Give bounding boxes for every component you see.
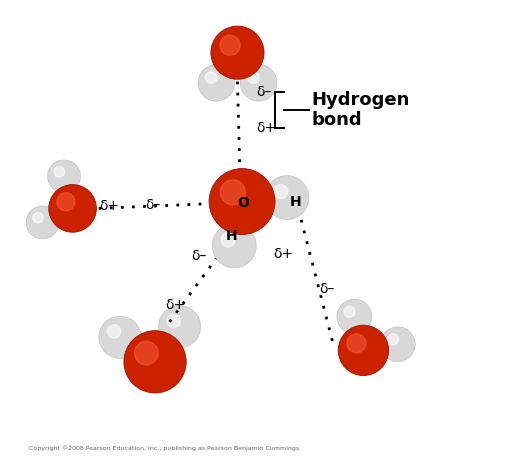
Circle shape bbox=[99, 316, 141, 358]
Circle shape bbox=[48, 160, 81, 193]
Text: δ+: δ+ bbox=[99, 199, 119, 213]
Circle shape bbox=[212, 224, 256, 268]
Text: δ–: δ– bbox=[319, 282, 335, 295]
Circle shape bbox=[338, 325, 388, 376]
Text: Hydrogen
bond: Hydrogen bond bbox=[311, 91, 410, 129]
Text: H: H bbox=[289, 195, 301, 209]
Circle shape bbox=[124, 331, 186, 393]
Circle shape bbox=[247, 72, 259, 83]
Circle shape bbox=[221, 233, 235, 247]
Circle shape bbox=[220, 180, 245, 205]
Text: δ+: δ+ bbox=[166, 298, 186, 311]
Circle shape bbox=[107, 325, 121, 338]
Circle shape bbox=[57, 193, 75, 211]
Circle shape bbox=[347, 334, 366, 353]
Text: δ+: δ+ bbox=[256, 121, 276, 135]
Circle shape bbox=[54, 167, 65, 177]
Circle shape bbox=[220, 35, 240, 55]
Text: δ–: δ– bbox=[145, 198, 160, 212]
Circle shape bbox=[211, 26, 264, 79]
Text: δ–: δ– bbox=[191, 250, 206, 263]
Text: Copyright ©2008 Pearson Education, Inc., publishing as Pearson Benjamin Cummings: Copyright ©2008 Pearson Education, Inc.,… bbox=[29, 446, 301, 451]
Text: H: H bbox=[226, 229, 238, 243]
Circle shape bbox=[387, 334, 399, 345]
Text: O: O bbox=[237, 196, 249, 210]
Text: δ–: δ– bbox=[256, 85, 271, 98]
Circle shape bbox=[26, 206, 59, 239]
Circle shape bbox=[49, 185, 96, 232]
Circle shape bbox=[337, 299, 372, 334]
Circle shape bbox=[198, 65, 235, 101]
Circle shape bbox=[274, 185, 288, 198]
Circle shape bbox=[209, 169, 275, 234]
Circle shape bbox=[265, 175, 309, 219]
Circle shape bbox=[344, 306, 355, 317]
Circle shape bbox=[240, 65, 277, 101]
Circle shape bbox=[134, 341, 158, 365]
Circle shape bbox=[159, 305, 201, 348]
Circle shape bbox=[380, 327, 415, 362]
Text: δ+: δ+ bbox=[273, 247, 294, 261]
Circle shape bbox=[33, 213, 43, 223]
Circle shape bbox=[205, 72, 217, 83]
Circle shape bbox=[167, 314, 180, 327]
